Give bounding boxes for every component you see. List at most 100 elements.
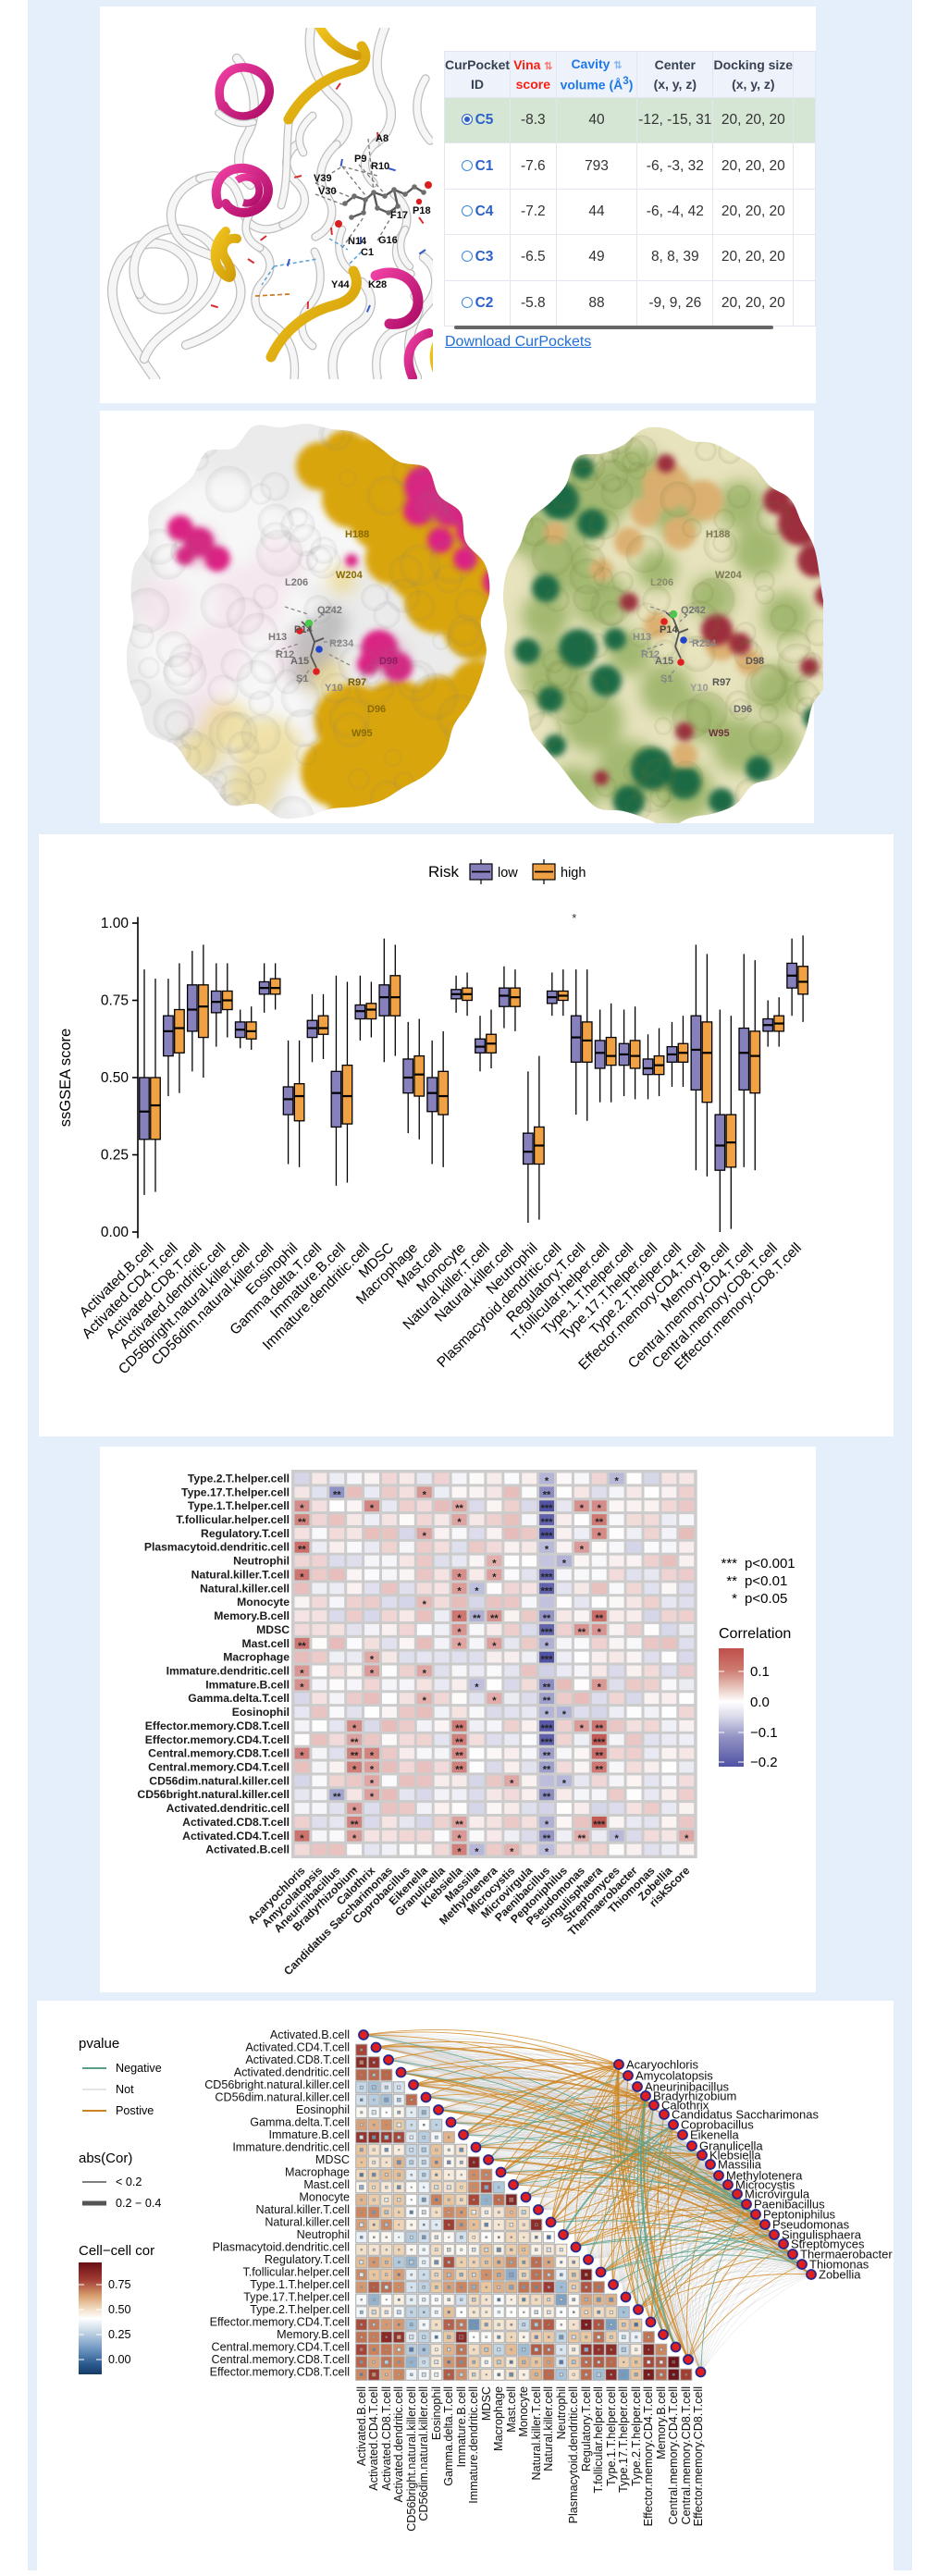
svg-text:**: **	[578, 1627, 586, 1638]
svg-text:***: ***	[541, 1737, 554, 1748]
svg-text:S1: S1	[296, 673, 308, 684]
svg-text:Immature.dendritic.cell: Immature.dendritic.cell	[232, 2141, 350, 2154]
svg-text:**: **	[595, 1764, 603, 1775]
svg-text:Gamma.delta.T.cell: Gamma.delta.T.cell	[250, 2116, 350, 2129]
svg-text:Candidatus Saccharimonas: Candidatus Saccharimonas	[672, 2108, 819, 2122]
svg-text:1.00: 1.00	[101, 916, 130, 931]
svg-text:*: *	[457, 1613, 462, 1624]
svg-text:*: *	[457, 1833, 462, 1844]
svg-text:Granulicella: Granulicella	[699, 2139, 763, 2153]
svg-text:**: **	[298, 1545, 306, 1556]
svg-text:Type.1.T.helper.cell: Type.1.T.helper.cell	[250, 2278, 350, 2291]
svg-text:N14: N14	[348, 236, 367, 247]
svg-text:H13: H13	[268, 632, 287, 643]
svg-text:Acaryochloris: Acaryochloris	[626, 2058, 699, 2072]
svg-text:Macrophage: Macrophage	[285, 2166, 350, 2179]
svg-text:*: *	[598, 1627, 602, 1638]
svg-text:*: *	[615, 1475, 620, 1486]
svg-text:***: ***	[541, 1531, 554, 1542]
svg-text:Gamma.delta.T.cell: Gamma.delta.T.cell	[188, 1692, 290, 1705]
svg-text:Type.17.T.helper.cell: Type.17.T.helper.cell	[243, 2291, 350, 2304]
svg-text:Activated.CD4.T.cell: Activated.CD4.T.cell	[367, 2386, 380, 2491]
svg-text:Microvirgula: Microvirgula	[745, 2188, 810, 2201]
svg-text:H188: H188	[345, 529, 369, 540]
svg-text:**: **	[490, 1613, 499, 1624]
svg-text:p<0.05: p<0.05	[745, 1591, 787, 1607]
svg-text:Y10: Y10	[325, 683, 343, 694]
svg-text:*: *	[370, 1655, 375, 1666]
svg-text:Bradyrhizobium: Bradyrhizobium	[653, 2089, 736, 2103]
svg-text:**: **	[543, 1792, 551, 1803]
svg-text:Central.memory.CD4.T.cell: Central.memory.CD4.T.cell	[148, 1760, 290, 1773]
svg-text:Mast.cell: Mast.cell	[303, 2178, 350, 2191]
svg-text:C1: C1	[361, 247, 374, 258]
svg-text:Regulatory.T.cell: Regulatory.T.cell	[265, 2253, 350, 2266]
svg-text:*: *	[370, 1668, 375, 1679]
svg-text:Effector.memory.CD8.T.cell: Effector.memory.CD8.T.cell	[692, 2386, 705, 2526]
svg-text:*: *	[300, 1833, 304, 1844]
svg-text:*: *	[545, 1847, 549, 1858]
svg-text:*: *	[580, 1723, 585, 1734]
svg-text:Thiomonas: Thiomonas	[809, 2258, 870, 2272]
svg-text:p<0.001: p<0.001	[745, 1556, 796, 1571]
svg-text:*: *	[423, 1599, 427, 1610]
svg-text:0.50: 0.50	[108, 2303, 131, 2316]
svg-text:low: low	[498, 866, 518, 881]
svg-text:*: *	[370, 1778, 375, 1789]
svg-text:W204: W204	[336, 570, 364, 581]
svg-text:*: *	[580, 1545, 585, 1556]
svg-text:*: *	[475, 1682, 479, 1693]
svg-text:*: *	[545, 1475, 549, 1486]
svg-text:*: *	[684, 1833, 689, 1844]
svg-text:Neutrophil: Neutrophil	[233, 1555, 290, 1568]
svg-text:**: **	[351, 1737, 359, 1748]
svg-text:D98: D98	[379, 656, 398, 667]
svg-text:*: *	[457, 1627, 462, 1638]
svg-text:P18: P18	[413, 205, 431, 216]
svg-text:D96: D96	[734, 704, 752, 715]
svg-text:Natural.killer.T.cell: Natural.killer.T.cell	[530, 2386, 543, 2480]
svg-text:Eikenella: Eikenella	[690, 2128, 740, 2142]
svg-text:Natural.killer.cell: Natural.killer.cell	[542, 2386, 555, 2471]
svg-text:*: *	[545, 1545, 549, 1556]
svg-text:*: *	[732, 1591, 737, 1607]
svg-text:CD56dim.natural.killer.cell: CD56dim.natural.killer.cell	[417, 2386, 430, 2521]
svg-text:0.1: 0.1	[750, 1664, 770, 1680]
svg-text:**: **	[543, 1682, 551, 1693]
svg-text:Monocyte: Monocyte	[299, 2191, 350, 2204]
svg-text:Risk: Risk	[428, 863, 460, 881]
svg-text:0.25: 0.25	[101, 1148, 129, 1164]
svg-text:**: **	[543, 1695, 551, 1707]
svg-text:Q242: Q242	[317, 605, 342, 616]
svg-text:Natural.killer.T.cell: Natural.killer.T.cell	[191, 1568, 290, 1581]
svg-text:H188: H188	[706, 529, 730, 540]
svg-text:0.00: 0.00	[108, 2353, 131, 2366]
svg-text:Methylotenera: Methylotenera	[726, 2169, 803, 2183]
svg-text:Y10: Y10	[690, 683, 709, 694]
svg-text:Central.memory.CD8.T.cell: Central.memory.CD8.T.cell	[211, 2353, 350, 2366]
svg-text:*: *	[352, 1723, 357, 1734]
svg-text:*: *	[352, 1806, 357, 1817]
svg-text:Klebsiella: Klebsiella	[709, 2149, 761, 2163]
svg-text:Natural.killer.T.cell: Natural.killer.T.cell	[256, 2203, 350, 2216]
svg-text:**: **	[455, 1751, 463, 1762]
svg-text:*: *	[457, 1585, 462, 1596]
svg-text:Cell−cell cor: Cell−cell cor	[79, 2243, 154, 2259]
svg-text:Thermaerobacter: Thermaerobacter	[800, 2248, 893, 2262]
svg-text:Natural.killer.cell: Natural.killer.cell	[265, 2216, 350, 2229]
svg-text:Y44: Y44	[331, 279, 350, 290]
svg-text:*: *	[300, 1503, 304, 1514]
svg-text:**: **	[595, 1751, 603, 1762]
svg-text:*: *	[423, 1531, 427, 1542]
svg-text:R12: R12	[276, 649, 294, 660]
svg-text:ssGSEA score: ssGSEA score	[57, 1029, 74, 1127]
svg-text:Effector.memory.CD4.T.cell: Effector.memory.CD4.T.cell	[642, 2386, 655, 2526]
svg-text:*: *	[352, 1833, 357, 1844]
svg-text:*: *	[370, 1792, 375, 1803]
svg-text:**: **	[455, 1737, 463, 1748]
svg-text:Plasmacytoid.dendritic.cell: Plasmacytoid.dendritic.cell	[213, 2241, 350, 2254]
svg-text:Zobellia: Zobellia	[819, 2268, 861, 2282]
svg-text:Regulatory.T.cell: Regulatory.T.cell	[201, 1527, 290, 1540]
svg-text:*: *	[562, 1559, 567, 1570]
svg-text:L206: L206	[650, 577, 673, 588]
